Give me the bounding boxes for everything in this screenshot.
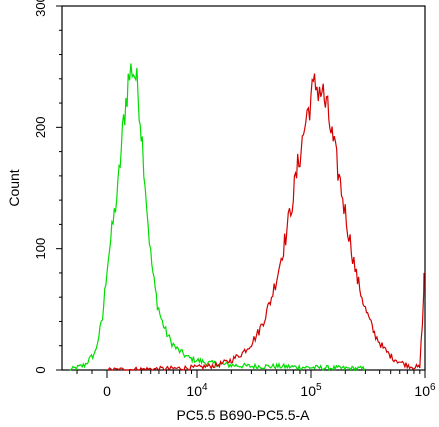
x-axis: 0 104 105 106 bbox=[76, 370, 436, 399]
series-layer bbox=[69, 63, 425, 372]
y-tick-label: 300 bbox=[33, 0, 48, 17]
x-tick-label: 104 bbox=[186, 382, 208, 399]
y-tick-label: 0 bbox=[33, 366, 48, 373]
y-tick-label: 200 bbox=[33, 116, 48, 138]
y-axis: 0 100 200 300 bbox=[33, 0, 62, 374]
histogram-series-2 bbox=[107, 73, 425, 371]
x-tick-label: 106 bbox=[414, 382, 436, 399]
histogram-series-1 bbox=[69, 63, 366, 372]
x-axis-label: PC5.5 B690-PC5.5-A bbox=[176, 407, 310, 423]
x-tick-label: 0 bbox=[103, 383, 111, 399]
y-tick-label: 100 bbox=[33, 238, 48, 260]
y-axis-label: Count bbox=[6, 169, 22, 206]
x-tick-label: 105 bbox=[300, 382, 322, 399]
plot-frame bbox=[61, 5, 426, 371]
